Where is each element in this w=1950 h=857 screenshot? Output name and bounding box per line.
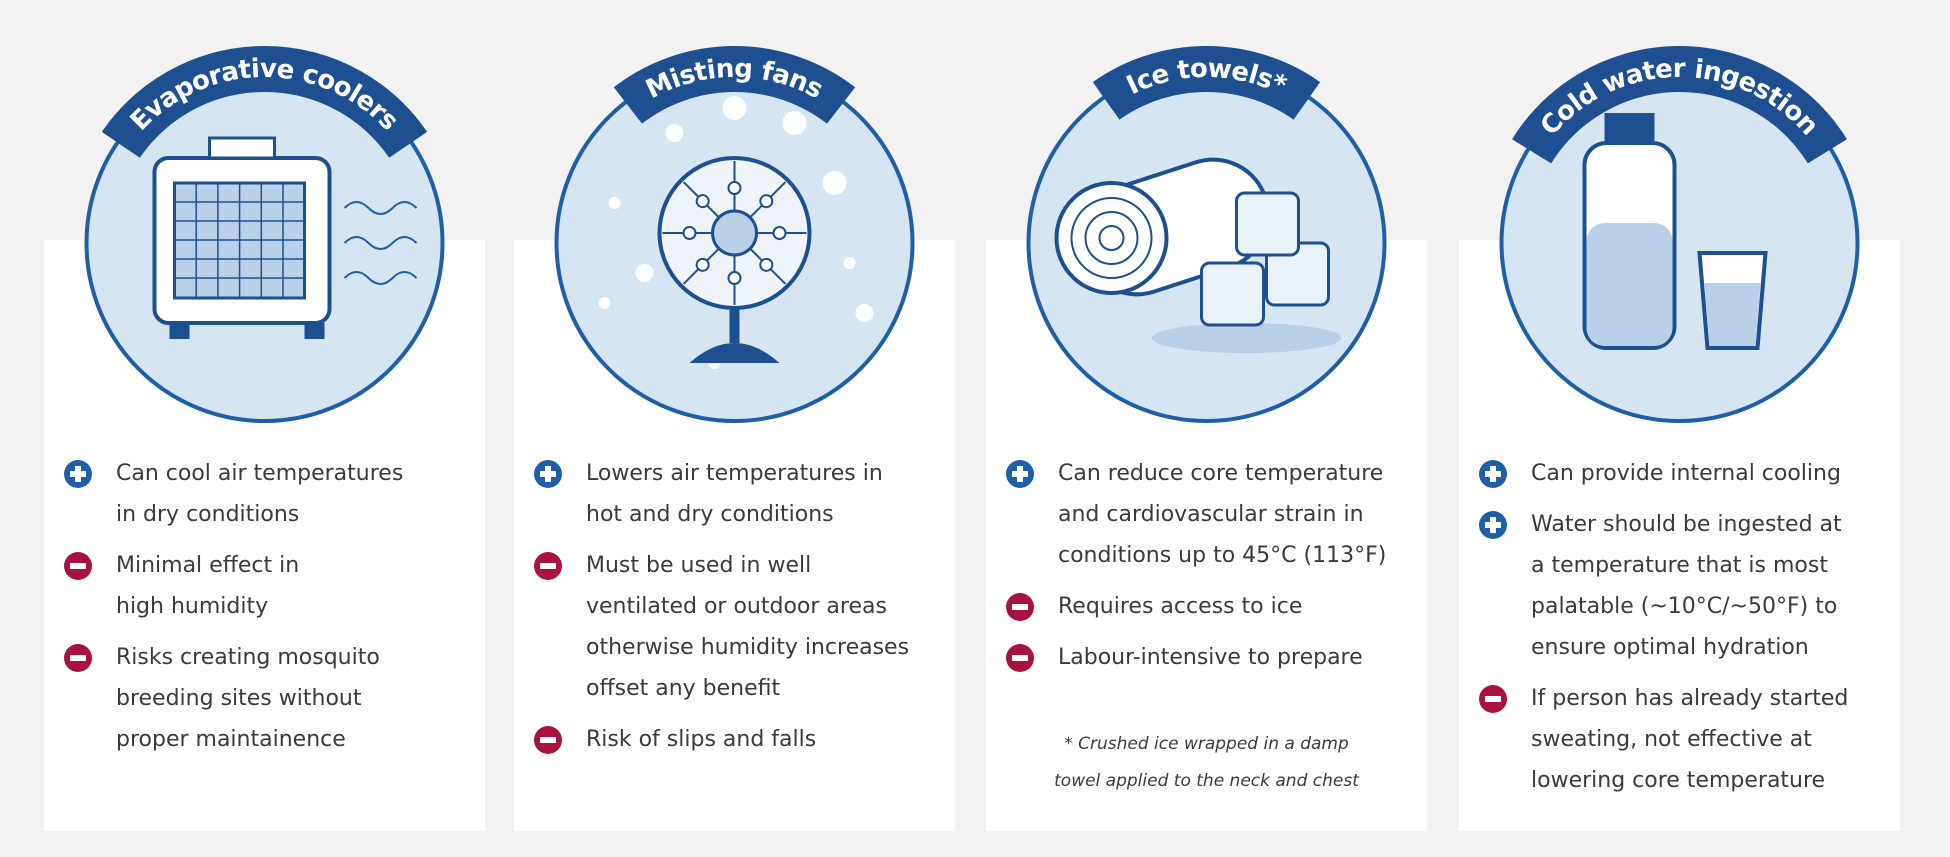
bottle-water bbox=[1586, 223, 1673, 346]
fan-node bbox=[727, 181, 742, 195]
item-text: Labour-intensive to prepare bbox=[1058, 645, 1363, 670]
ice-shadow bbox=[1151, 323, 1342, 353]
illustration bbox=[152, 136, 418, 339]
item-text: lowering core temperature bbox=[1531, 768, 1825, 793]
icon-bar bbox=[1012, 604, 1028, 610]
item-text: high humidity bbox=[116, 594, 268, 619]
mist bbox=[598, 297, 611, 309]
icon-bar bbox=[1485, 696, 1501, 702]
banner bbox=[613, 46, 856, 124]
air-wave bbox=[343, 271, 418, 285]
item-text: If person has already started bbox=[1531, 686, 1848, 711]
footnote: towel applied to the neck and chest bbox=[1054, 771, 1360, 791]
item-text: Can reduce core temperature bbox=[1058, 461, 1383, 486]
cooler-top bbox=[208, 136, 276, 160]
cooler-foot bbox=[304, 323, 325, 339]
mist bbox=[635, 264, 654, 282]
fan-base bbox=[689, 343, 780, 363]
icon-bar bbox=[70, 655, 86, 661]
mist bbox=[665, 124, 684, 142]
item-text: Requires access to ice bbox=[1058, 594, 1302, 619]
item-text: Must be used in well bbox=[586, 553, 811, 578]
item-text: in dry conditions bbox=[116, 502, 299, 527]
footnote: * Crushed ice wrapped in a damp bbox=[1064, 734, 1349, 754]
cooler-foot bbox=[169, 323, 190, 339]
mist bbox=[608, 197, 621, 209]
icon-bar bbox=[545, 466, 551, 482]
icon-bar bbox=[75, 466, 81, 482]
fan-node bbox=[727, 271, 742, 285]
ice-cube bbox=[1235, 191, 1300, 257]
fan-node bbox=[695, 257, 710, 272]
item-text: sweating, not effective at bbox=[1531, 727, 1812, 752]
icon-bar bbox=[70, 563, 86, 569]
item-text: otherwise humidity increases bbox=[586, 635, 909, 660]
banner bbox=[1512, 46, 1847, 164]
banner bbox=[101, 46, 428, 159]
fan-node bbox=[695, 194, 710, 209]
item-text: Minimal effect in bbox=[116, 553, 299, 578]
mist bbox=[782, 111, 807, 135]
banner bbox=[1092, 46, 1321, 120]
item-text: Water should be ingested at bbox=[1531, 512, 1842, 537]
item-text: ensure optimal hydration bbox=[1531, 635, 1809, 660]
item-text: Can provide internal cooling bbox=[1531, 461, 1841, 486]
illustration bbox=[1054, 157, 1342, 353]
fan-node bbox=[759, 194, 774, 209]
towel-swirl bbox=[1070, 197, 1153, 279]
towel-swirl bbox=[1098, 225, 1125, 251]
illustration bbox=[598, 96, 874, 369]
item-text: a temperature that is most bbox=[1531, 553, 1828, 578]
icon-bar bbox=[1017, 466, 1023, 482]
icon-bar bbox=[1490, 517, 1496, 533]
icon-bar bbox=[540, 737, 556, 743]
glass-water bbox=[1704, 283, 1761, 346]
mist bbox=[855, 304, 874, 322]
item-text: breeding sites without bbox=[116, 686, 362, 711]
air-wave bbox=[343, 201, 418, 215]
mist bbox=[843, 257, 856, 269]
towel-end bbox=[1054, 181, 1169, 295]
item-text: palatable (~10°C/~50°F) to bbox=[1531, 594, 1837, 619]
fan-hub bbox=[711, 209, 758, 257]
item-text: Can cool air temperatures bbox=[116, 461, 403, 486]
item-text: ventilated or outdoor areas bbox=[586, 594, 887, 619]
ice-cube bbox=[1200, 261, 1265, 327]
item-text: offset any benefit bbox=[586, 676, 781, 701]
item-text: proper maintainence bbox=[116, 727, 346, 752]
fan-node bbox=[759, 257, 774, 272]
item-text: Lowers air temperatures in bbox=[586, 461, 883, 486]
icon-bar bbox=[1012, 655, 1028, 661]
icon-bar bbox=[540, 563, 556, 569]
fan-node bbox=[682, 226, 697, 240]
mist bbox=[722, 96, 747, 120]
item-text: hot and dry conditions bbox=[586, 502, 834, 527]
fan-node bbox=[772, 226, 787, 240]
bottle-cap bbox=[1604, 113, 1655, 141]
item-text: Risk of slips and falls bbox=[586, 727, 816, 752]
item-text: conditions up to 45°C (113°F) bbox=[1058, 543, 1386, 568]
mist bbox=[822, 171, 847, 195]
illustration bbox=[1582, 113, 1768, 350]
towel-swirl bbox=[1084, 211, 1139, 265]
icon-bar bbox=[1490, 466, 1496, 482]
air-wave bbox=[343, 236, 418, 250]
item-text: Risks creating mosquito bbox=[116, 645, 380, 670]
item-text: and cardiovascular strain in bbox=[1058, 502, 1364, 527]
